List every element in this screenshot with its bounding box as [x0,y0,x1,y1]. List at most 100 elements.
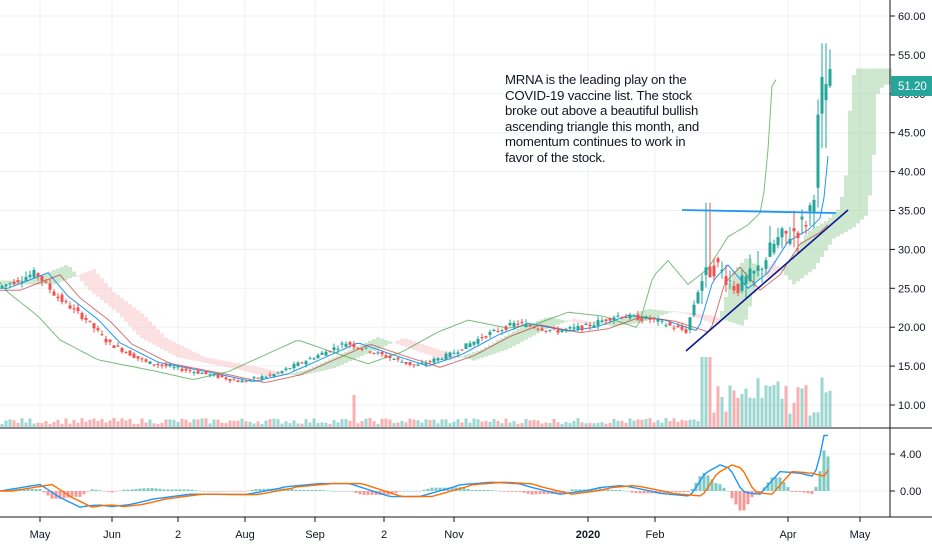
ascending-trendline[interactable] [685,209,849,352]
macd-histogram-bar [122,489,126,491]
cloud-segment [824,221,828,251]
cloud-segment [32,278,36,285]
volume-bar [332,419,336,427]
cloud-segment [404,338,408,348]
volume-bar [400,420,404,427]
volume-bar [744,388,748,427]
volume-bar [316,423,320,427]
cloud-segment [240,364,244,371]
candle-body [536,328,540,330]
cloud-segment [152,325,156,345]
cloud-segment [820,223,824,257]
macd-histogram-bar [106,491,110,492]
macd-histogram-bar [42,491,46,493]
macd-histogram-bar [402,490,406,492]
price-tick-label: 20.00 [898,322,926,334]
cloud-segment [352,348,356,360]
macd-histogram-bar [450,487,454,491]
candle-body [584,323,588,325]
macd-histogram-bar [474,490,478,491]
cloud-segment [852,75,856,228]
volume-bar [352,395,356,427]
candle-body [176,366,180,368]
time-tick-label: Apr [779,529,796,541]
macd-histogram-bar [410,490,414,492]
annotation-text[interactable]: MRNA is the leading play on the COVID-19… [505,72,700,165]
macd-histogram-bar [578,489,582,491]
candle-body [632,315,636,317]
candle-body [328,351,332,353]
volume-bar [304,419,308,427]
macd-histogram-bar [78,491,82,497]
candle-body [364,347,368,349]
candle-body [520,321,524,324]
volume-bar [504,418,508,427]
cloud-segment [388,341,392,344]
volume-bar [784,385,788,427]
resistance-line[interactable] [681,209,837,214]
volume-bar [696,421,700,427]
volume-bar [424,419,428,427]
volume-bar [692,419,696,427]
cloud-segment [496,340,500,353]
cloud-segment [560,319,564,324]
candle-body [140,358,144,360]
macd-axis[interactable]: 4.00 0.00 [890,449,921,498]
time-tick-label: Nov [444,529,464,541]
volume-bar [520,422,524,427]
candle-body [764,260,768,269]
cloud-segment [436,349,440,359]
macd-histogram-bar [462,487,466,491]
volume-bar [796,387,800,427]
candle-body [792,228,796,232]
macd-histogram-bar [426,488,430,491]
cloud-segment [328,359,332,370]
macd-histogram-bar [806,491,810,494]
candle-body [440,358,444,360]
macd-histogram-bar [822,450,826,491]
volume-bar [172,419,176,427]
price-tick-label: 15.00 [898,361,926,373]
candle-body [696,292,700,304]
volume-bar [688,419,692,427]
candle-body [728,280,732,282]
cloud-segment [836,209,840,237]
candle-body [624,316,628,318]
cloud-segment [768,265,772,279]
time-axis[interactable]: May Jun 2 Aug Sep 2 Nov 2020 Feb Apr May [30,517,871,541]
macd-histogram-bar [30,489,34,491]
candle-body [108,339,112,342]
cloud-segment [656,309,660,317]
macd-pane [0,434,830,511]
macd-histogram-bar [646,491,650,494]
macd-histogram-bar [86,491,90,492]
candle-body [80,312,84,320]
cloud-segment [616,320,620,326]
cloud-segment [716,317,720,326]
volume-bar [492,419,496,427]
macd-histogram-bar [162,489,166,491]
volume-bar [420,422,424,427]
price-axis[interactable]: 60.0055.0050.0045.0040.0035.0030.0025.00… [890,11,926,412]
macd-histogram-bar [706,475,710,491]
macd-histogram-bar [570,489,574,491]
cloud-segment [552,318,556,327]
cloud-segment [384,340,388,346]
volume-bar [228,420,232,427]
volume-bar [412,419,416,427]
macd-histogram-bar [638,491,642,494]
macd-histogram-bar [422,489,426,491]
macd-histogram-bar [438,487,442,491]
candle-body [300,362,304,364]
candle-body [428,361,432,363]
macd-histogram-bar [802,491,806,493]
volume-bar [204,418,208,427]
cloud-segment [220,360,224,367]
volume-bar [76,422,80,427]
candle-body [312,358,316,360]
volume-bar [340,419,344,427]
macd-histogram-bar [146,488,150,491]
candle-body [384,355,388,358]
candle-body [544,330,548,332]
